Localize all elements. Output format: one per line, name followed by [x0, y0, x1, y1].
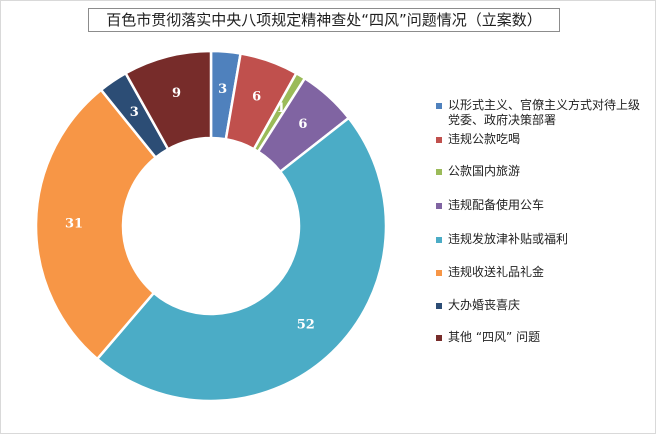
legend-label-4: 违规发放津补贴或福利 — [448, 232, 569, 246]
data-label-1: 6 — [252, 89, 261, 104]
legend-label-1: 违规公款吃喝 — [448, 132, 521, 146]
legend-item-7: 其他 “四风” 问题 — [436, 330, 651, 345]
legend-label-3: 违规配备使用公车 — [448, 198, 545, 212]
legend-swatch-6 — [436, 303, 442, 309]
legend-item-4: 违规发放津补贴或福利 — [436, 232, 651, 247]
legend-label-2: 公款国内旅游 — [448, 164, 521, 178]
legend-swatch-0 — [436, 103, 442, 109]
data-label-6: 3 — [130, 105, 139, 120]
legend-swatch-2 — [436, 169, 442, 175]
donut-slice-4 — [95, 116, 388, 403]
legend-item-3: 违规配备使用公车 — [436, 198, 651, 213]
legend-swatch-3 — [436, 203, 442, 209]
data-label-7: 9 — [172, 86, 181, 101]
legend-item-0: 以形式主义、官僚主义方式对待上级党委、政府决策部署 — [436, 98, 651, 128]
data-label-0: 3 — [218, 82, 227, 97]
data-label-4: 52 — [297, 317, 315, 332]
legend-swatch-5 — [436, 270, 442, 276]
data-label-3: 6 — [298, 117, 307, 132]
chart-title: 百色市贯彻落实中央八项规定精神查处“四风”问题情况（立案数） — [88, 8, 560, 32]
legend-swatch-4 — [436, 237, 442, 243]
legend-swatch-7 — [436, 335, 442, 341]
legend-label-5: 违规收送礼品礼金 — [448, 265, 545, 279]
legend-item-1: 违规公款吃喝 — [436, 132, 651, 147]
legend-swatch-1 — [436, 137, 442, 143]
data-label-5: 31 — [65, 217, 83, 232]
legend-item-5: 违规收送礼品礼金 — [436, 265, 651, 280]
legend-label-6: 大办婚丧喜庆 — [448, 298, 521, 312]
donut-slice-5 — [34, 88, 158, 361]
data-label-2: 1 — [277, 101, 286, 116]
legend-label-7: 其他 “四风” 问题 — [448, 330, 541, 344]
donut-slice-7 — [123, 49, 213, 151]
donut-slices — [34, 49, 388, 403]
legend-label-0: 以形式主义、官僚主义方式对待上级党委、政府决策部署 — [448, 98, 641, 127]
legend-item-2: 公款国内旅游 — [436, 164, 651, 179]
legend-item-6: 大办婚丧喜庆 — [436, 298, 651, 313]
